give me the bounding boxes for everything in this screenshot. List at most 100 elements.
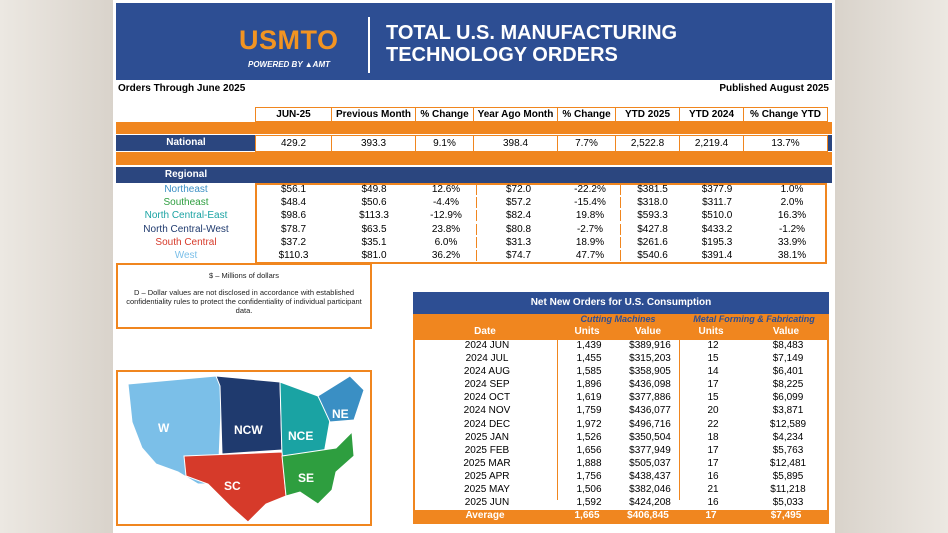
nno-cell: 1,455	[576, 353, 602, 365]
nno-rows: 2024 JUN 1,439 $389,916 12 $8,483 2024 JUL 1,4…	[413, 340, 829, 511]
region-value: $311.7	[702, 197, 732, 209]
report-sheet: USMTO POWERED BY ▲AMT TOTAL U.S. MANUFAC…	[113, 0, 835, 533]
nno-cell: $438,437	[629, 470, 671, 482]
map-ncw	[215, 375, 283, 455]
hdr-value-cm: Value	[634, 326, 662, 337]
nno-cell: 2024 SEP	[464, 379, 510, 391]
region-value: $72.0	[476, 184, 560, 195]
col-ytd-2025: YTD 2025	[615, 107, 680, 122]
nno-cell: $5,033	[772, 497, 804, 509]
region-value: $48.4	[255, 197, 331, 209]
region-value: 47.7%	[575, 250, 605, 261]
nno-cell: 15	[707, 353, 719, 365]
nno-cell: 16	[707, 497, 719, 509]
nno-cell: 2025 FEB	[464, 444, 510, 456]
region-value: $82.4	[476, 210, 560, 222]
region-value: 36.2%	[431, 250, 461, 261]
national-value: 2,219.4	[679, 135, 744, 152]
nno-cell: 2025 APR	[464, 470, 510, 482]
nno-divider	[557, 316, 558, 500]
nno-cell: $350,504	[629, 431, 671, 443]
nno-cell: $436,077	[629, 405, 671, 417]
region-name: North Central-East	[144, 210, 228, 222]
col-prev-month: Previous Month	[331, 107, 416, 122]
nno-group-header: Cutting Machines Metal Forming & Fabrica…	[413, 314, 829, 326]
region-value: $98.6	[255, 210, 331, 222]
national-value: 9.1%	[415, 135, 474, 152]
region-value: -2.7%	[576, 223, 604, 235]
region-name: Northeast	[164, 184, 208, 195]
background-left	[0, 0, 113, 533]
national-value: 429.2	[255, 135, 332, 152]
national-label: National	[166, 137, 206, 148]
nno-cell: 2024 JUL	[465, 353, 509, 365]
net-new-orders-table: Net New Orders for U.S. Consumption Cutt…	[413, 292, 829, 525]
nno-cell: $377,949	[629, 444, 671, 456]
nno-cell: 22	[707, 418, 719, 430]
notes-box: $ – Millions of dollars D – Dollar value…	[116, 263, 372, 329]
disclaimer-note: D – Dollar values are not disclosed in a…	[126, 288, 362, 315]
national-value: 2,522.8	[615, 135, 680, 152]
region-value: -12.9%	[430, 210, 462, 222]
nno-cell: 15	[707, 392, 719, 404]
nno-cell: 1,585	[576, 366, 602, 378]
nno-cell: 1,619	[576, 392, 602, 404]
avg-units-mf: 17	[705, 510, 717, 522]
region-value: 38.1%	[777, 250, 807, 261]
region-value: 16.3%	[777, 210, 807, 222]
map-label-ne: NE	[332, 407, 349, 421]
national-value: 398.4	[473, 135, 558, 152]
nno-cell: $424,208	[629, 497, 671, 509]
nno-cell: $377,886	[629, 392, 671, 404]
region-value: 33.9%	[777, 236, 807, 248]
region-name: Southeast	[163, 197, 209, 209]
hdr-value-mf: Value	[772, 326, 800, 337]
nno-cell: $315,203	[629, 353, 671, 365]
region-value: -1.2%	[778, 223, 806, 235]
region-value: $381.5	[620, 184, 684, 195]
powered-by-amt: POWERED BY ▲AMT	[248, 60, 330, 69]
table-row: 2025 MAY 1,506 $382,046 21 $11,218	[413, 484, 829, 498]
table-row: 2025 FEB 1,656 $377,949 17 $5,763	[413, 444, 829, 458]
region-value: $427.8	[620, 223, 684, 235]
region-value: $391.4	[701, 250, 733, 261]
header-banner: USMTO POWERED BY ▲AMT TOTAL U.S. MANUFAC…	[116, 3, 832, 80]
report-title: TOTAL U.S. MANUFACTURING TECHNOLOGY ORDE…	[386, 22, 678, 66]
nno-cell: 17	[707, 444, 719, 456]
table-row: 2025 MAR 1,888 $505,037 17 $12,481	[413, 457, 829, 471]
region-value: $35.1	[361, 236, 387, 248]
table-row: 2024 JUN 1,439 $389,916 12 $8,483	[413, 340, 829, 354]
nno-cell: $436,098	[629, 379, 671, 391]
map-label-nce: NCE	[288, 429, 313, 443]
region-value: 1.0%	[780, 184, 804, 195]
nno-cell: $505,037	[629, 457, 671, 469]
nno-cell: $358,905	[629, 366, 671, 378]
map-label-w: W	[158, 421, 170, 435]
table-row: 2024 OCT 1,619 $377,886 15 $6,099	[413, 392, 829, 406]
region-value: $433.2	[701, 223, 733, 235]
national-value: 13.7%	[743, 135, 828, 152]
region-value: $593.3	[620, 210, 684, 222]
nno-cell: 2024 OCT	[463, 392, 511, 404]
region-value: $57.2	[476, 197, 560, 209]
nno-cell: 2025 JAN	[465, 431, 509, 443]
col-pct-change-ytd: % Change YTD	[743, 107, 828, 122]
nno-title: Net New Orders for U.S. Consumption	[413, 292, 829, 314]
orange-band-1	[116, 122, 832, 134]
published-date: Published August 2025	[719, 83, 829, 94]
hdr-units-mf: Units	[698, 326, 724, 337]
col-pct-change: % Change	[415, 107, 474, 122]
nno-divider	[679, 316, 680, 500]
map-se	[281, 430, 355, 505]
background-right	[835, 0, 948, 533]
us-map-graphic: W NCW NCE NE SC SE	[127, 375, 365, 523]
table-row: 2025 APR 1,756 $438,437 16 $5,895	[413, 470, 829, 485]
national-value: 7.7%	[557, 135, 616, 152]
nno-average-row: Average 1,665 $406,845 17 $7,495	[413, 510, 829, 525]
nno-cell: 17	[707, 379, 719, 391]
table-row: 2024 AUG 1,585 $358,905 14 $6,401	[413, 366, 829, 380]
regional-band	[116, 167, 832, 183]
nno-cell: 1,896	[576, 379, 602, 391]
col-ytd-2024: YTD 2024	[679, 107, 744, 122]
hdr-units-cm: Units	[574, 326, 600, 337]
